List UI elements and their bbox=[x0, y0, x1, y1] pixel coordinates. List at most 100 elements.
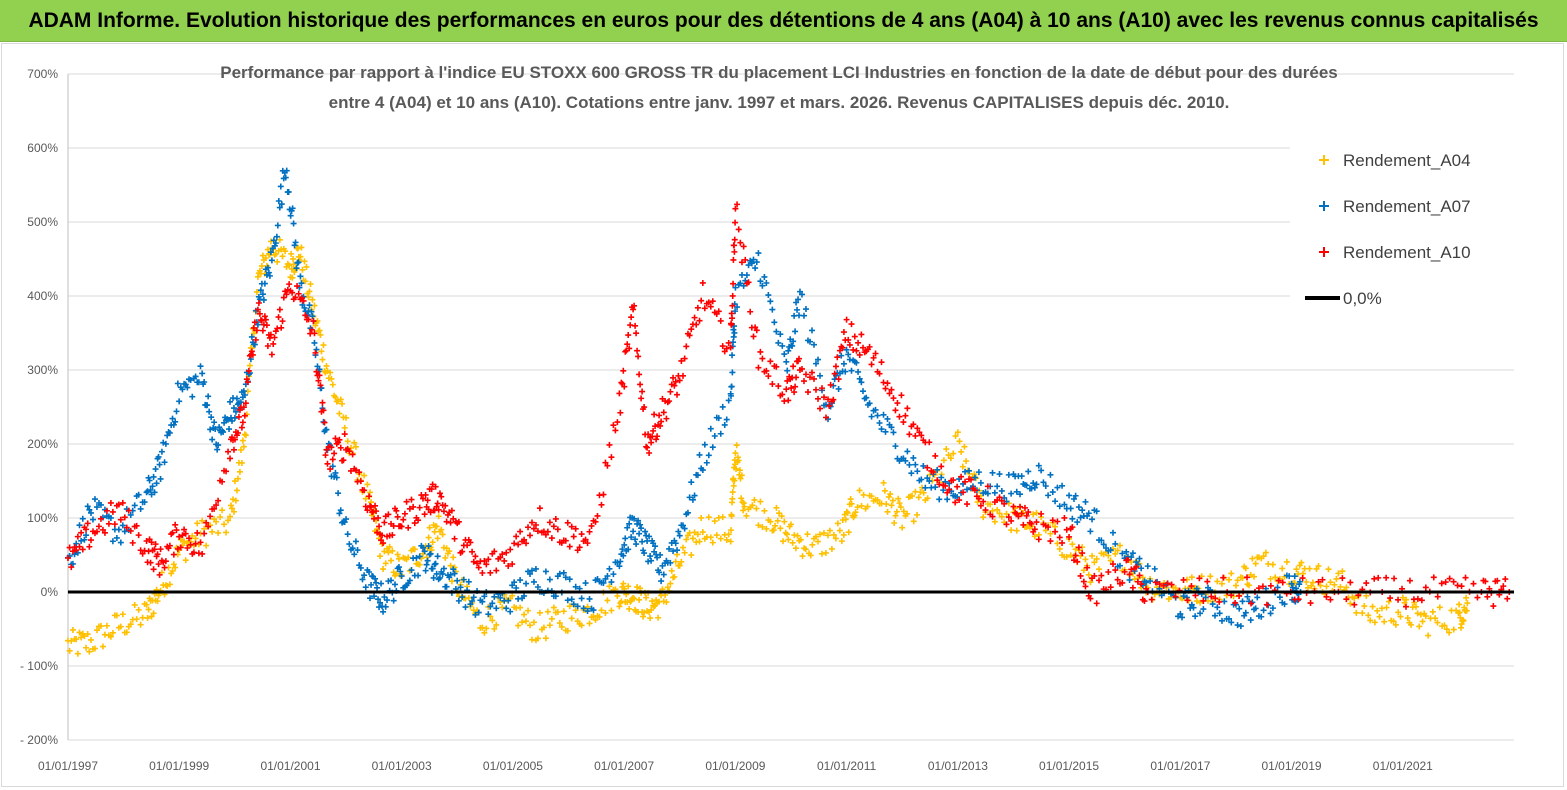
data-point-plus bbox=[451, 570, 458, 577]
data-point-plus bbox=[866, 343, 873, 350]
data-point-plus bbox=[707, 303, 714, 310]
data-point-plus bbox=[1151, 565, 1158, 572]
data-point-plus bbox=[660, 571, 667, 578]
data-point-plus bbox=[1339, 568, 1346, 575]
data-point-plus bbox=[1365, 612, 1372, 619]
data-point-plus bbox=[570, 601, 577, 608]
data-point-plus bbox=[866, 400, 873, 407]
data-point-plus bbox=[332, 469, 339, 476]
data-point-plus bbox=[792, 545, 799, 552]
data-point-plus bbox=[757, 278, 764, 285]
data-point-plus bbox=[148, 613, 155, 620]
data-point-plus bbox=[81, 536, 88, 543]
data-point-plus bbox=[1378, 605, 1385, 612]
data-point-plus bbox=[1096, 566, 1103, 573]
data-point-plus bbox=[425, 534, 432, 541]
data-point-plus bbox=[115, 501, 122, 508]
data-point-plus bbox=[840, 531, 847, 538]
data-point-plus bbox=[679, 522, 686, 529]
data-point-plus bbox=[1200, 597, 1207, 604]
data-point-plus bbox=[924, 464, 931, 471]
data-point-plus bbox=[352, 538, 359, 545]
data-point-plus bbox=[800, 312, 807, 319]
data-point-plus bbox=[856, 351, 863, 358]
x-tick-label: 01/01/1997 bbox=[38, 759, 98, 773]
data-point-plus bbox=[1402, 603, 1409, 610]
data-point-plus bbox=[753, 259, 760, 266]
data-point-plus bbox=[324, 460, 331, 467]
data-point-plus bbox=[649, 598, 656, 605]
data-point-plus bbox=[362, 495, 369, 502]
data-point-plus bbox=[460, 576, 467, 583]
data-point-plus bbox=[657, 551, 664, 558]
data-point-plus bbox=[295, 290, 302, 297]
data-point-plus bbox=[1197, 610, 1204, 617]
data-point-plus bbox=[1371, 619, 1378, 626]
data-point-plus bbox=[415, 572, 422, 579]
data-point-plus bbox=[440, 508, 447, 515]
data-point-plus bbox=[279, 318, 286, 325]
data-point-plus bbox=[1015, 513, 1022, 520]
data-point-plus bbox=[755, 250, 762, 257]
data-point-plus bbox=[932, 452, 939, 459]
data-point-plus bbox=[97, 623, 104, 630]
data-point-plus bbox=[186, 535, 193, 542]
data-point-plus bbox=[1193, 598, 1200, 605]
data-point-plus bbox=[781, 351, 788, 358]
data-point-plus bbox=[696, 317, 703, 324]
data-point-plus bbox=[810, 341, 817, 348]
data-point-plus bbox=[860, 344, 867, 351]
x-tick-label: 01/01/2011 bbox=[817, 759, 876, 773]
data-point-plus bbox=[671, 382, 678, 389]
data-point-plus bbox=[617, 409, 624, 416]
data-point-plus bbox=[635, 517, 642, 524]
data-point-plus bbox=[251, 341, 258, 348]
data-point-plus bbox=[262, 316, 269, 323]
data-point-plus bbox=[755, 364, 762, 371]
data-point-plus bbox=[1267, 575, 1274, 582]
y-tick-label: - 100% bbox=[20, 659, 58, 673]
data-point-plus bbox=[408, 567, 415, 574]
data-point-plus bbox=[156, 461, 163, 468]
data-point-plus bbox=[1033, 509, 1040, 516]
data-point-plus bbox=[845, 336, 852, 343]
data-point-plus bbox=[1255, 585, 1262, 592]
data-point-plus bbox=[904, 405, 911, 412]
data-point-plus bbox=[312, 349, 319, 356]
data-point-plus bbox=[730, 482, 737, 489]
data-point-plus bbox=[153, 480, 160, 487]
data-point-plus bbox=[853, 359, 860, 366]
data-point-plus bbox=[741, 503, 748, 510]
data-point-plus bbox=[814, 356, 821, 363]
data-point-plus bbox=[422, 491, 429, 498]
data-point-plus bbox=[534, 584, 541, 591]
data-point-plus bbox=[389, 532, 396, 539]
data-point-plus bbox=[208, 414, 215, 421]
data-point-plus bbox=[894, 400, 901, 407]
data-point-plus bbox=[648, 439, 655, 446]
data-point-plus bbox=[791, 389, 798, 396]
data-point-plus bbox=[297, 273, 304, 280]
data-point-plus bbox=[998, 513, 1005, 520]
data-point-plus bbox=[777, 331, 784, 338]
data-point-plus bbox=[229, 505, 235, 512]
data-point-plus bbox=[586, 528, 593, 535]
data-point-plus bbox=[626, 520, 633, 527]
data-point-plus bbox=[259, 252, 266, 259]
data-point-plus bbox=[888, 386, 895, 393]
data-point-plus bbox=[892, 407, 899, 414]
data-point-plus bbox=[536, 609, 543, 616]
data-point-plus bbox=[162, 558, 169, 565]
data-point-plus bbox=[691, 314, 698, 321]
data-point-plus bbox=[694, 304, 701, 311]
data-point-plus bbox=[119, 499, 126, 506]
data-point-plus bbox=[1180, 593, 1187, 600]
data-point-plus bbox=[357, 478, 364, 485]
data-point-plus bbox=[1017, 491, 1024, 498]
data-point-plus bbox=[268, 351, 275, 358]
data-point-plus bbox=[212, 426, 219, 433]
data-point-plus bbox=[534, 528, 541, 535]
y-tick-label: 500% bbox=[27, 215, 58, 229]
data-point-plus bbox=[1061, 514, 1068, 521]
data-point-plus bbox=[759, 282, 766, 289]
